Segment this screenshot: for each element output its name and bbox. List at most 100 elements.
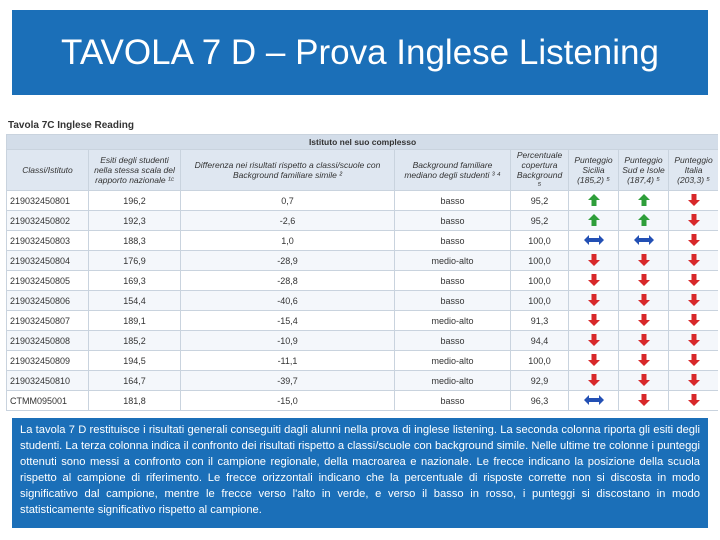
cell: 194,5: [88, 350, 181, 371]
cell: medio-alto: [394, 310, 511, 331]
cell: basso: [394, 390, 511, 411]
arrow-cell: [618, 250, 669, 271]
arrow-cell: [618, 310, 669, 331]
cell: -11,1: [180, 350, 395, 371]
caption-box: La tavola 7 D restituisce i risultati ge…: [12, 418, 708, 528]
column-header: Classi/Istituto: [6, 149, 89, 191]
arrow-cell: [667, 370, 718, 391]
cell: basso: [394, 190, 511, 211]
cell: 100,0: [510, 270, 569, 291]
group-header: Istituto nel suo complesso: [6, 134, 718, 150]
arrow-cell: [667, 350, 718, 371]
cell: 196,2: [88, 190, 181, 211]
class-id: 219032450807: [6, 310, 89, 331]
class-id: 219032450801: [6, 190, 89, 211]
arrow-cell: [667, 330, 718, 351]
arrow-cell: [618, 330, 669, 351]
table-row: 219032450802 192,3 -2,6 basso 95,2: [6, 210, 718, 231]
arrow-cell: [568, 290, 619, 311]
arrow-down: [687, 373, 700, 386]
arrow-both: [583, 234, 604, 245]
class-id: 219032450804: [6, 250, 89, 271]
arrow-down: [637, 353, 650, 366]
arrow-down: [637, 333, 650, 346]
arrow-down: [687, 253, 700, 266]
cell: -40,6: [180, 290, 395, 311]
header-row: Classi/Istituto Esiti degli studenti nell…: [6, 149, 718, 191]
arrow-down: [587, 273, 600, 286]
arrow-cell: [618, 290, 669, 311]
arrow-down: [587, 353, 600, 366]
cell: basso: [394, 230, 511, 251]
table-row: 219032450805 169,3 -28,8 basso 100,0: [6, 270, 718, 291]
cell: 176,9: [88, 250, 181, 271]
cell: 95,2: [510, 190, 569, 211]
cell: -15,0: [180, 390, 395, 411]
arrow-cell: [568, 310, 619, 331]
cell: basso: [394, 210, 511, 231]
arrow-cell: [568, 330, 619, 351]
arrow-down: [637, 313, 650, 326]
arrow-down: [687, 273, 700, 286]
arrow-cell: [667, 290, 718, 311]
cell: 92,9: [510, 370, 569, 391]
column-header: Punteggio Italia (203,3) ⁵: [667, 149, 718, 191]
arrow-down: [687, 353, 700, 366]
cell: medio-alto: [394, 370, 511, 391]
caption: La tavola 7 D restituisce i risultati ge…: [20, 424, 700, 516]
cell: basso: [394, 330, 511, 351]
table-row: 219032450806 154,4 -40,6 basso 100,0: [6, 290, 718, 311]
arrow-down: [587, 253, 600, 266]
arrow-up: [587, 193, 600, 206]
arrow-cell: [568, 230, 619, 251]
arrow-down: [637, 393, 650, 406]
group-row: Istituto nel suo complesso: [6, 134, 718, 150]
arrow-cell: [618, 230, 669, 251]
arrow-cell: [618, 370, 669, 391]
arrow-cell: [568, 270, 619, 291]
arrow-down: [687, 293, 700, 306]
class-id: CTMM095001: [6, 390, 89, 411]
arrow-down: [587, 333, 600, 346]
title-bar: TAVOLA 7 D – Prova Inglese Listening: [12, 10, 708, 95]
cell: -10,9: [180, 330, 395, 351]
arrow-cell: [667, 390, 718, 411]
cell: 100,0: [510, 350, 569, 371]
cell: -39,7: [180, 370, 395, 391]
arrow-down: [587, 293, 600, 306]
class-id: 219032450810: [6, 370, 89, 391]
cell: 185,2: [88, 330, 181, 351]
table-title: Tavola 7C Inglese Reading: [8, 120, 134, 131]
cell: 192,3: [88, 210, 181, 231]
class-id: 219032450802: [6, 210, 89, 231]
table-row: 219032450810 164,7 -39,7 medio-alto 92,9: [6, 370, 718, 391]
table-row: 219032450809 194,5 -11,1 medio-alto 100,0: [6, 350, 718, 371]
arrow-cell: [618, 350, 669, 371]
column-header: Esiti degli studenti nella stessa scala …: [88, 149, 181, 191]
table-row: 219032450803 188,3 1,0 basso 100,0: [6, 230, 718, 251]
cell: -28,8: [180, 270, 395, 291]
arrow-cell: [568, 210, 619, 231]
arrow-cell: [568, 190, 619, 211]
arrow-down: [587, 313, 600, 326]
arrow-cell: [568, 370, 619, 391]
cell: 95,2: [510, 210, 569, 231]
cell: 1,0: [180, 230, 395, 251]
arrow-cell: [667, 230, 718, 251]
cell: 154,4: [88, 290, 181, 311]
cell: 91,3: [510, 310, 569, 331]
class-id: 219032450806: [6, 290, 89, 311]
arrow-up: [637, 213, 650, 226]
arrow-down: [637, 373, 650, 386]
arrow-down: [687, 213, 700, 226]
arrow-down: [687, 333, 700, 346]
table-row: 219032450801 196,2 0,7 basso 95,2: [6, 190, 718, 211]
arrow-up: [637, 193, 650, 206]
arrow-cell: [667, 190, 718, 211]
cell: basso: [394, 270, 511, 291]
column-header: Differenza nei risultati rispetto a clas…: [180, 149, 395, 191]
arrow-cell: [667, 210, 718, 231]
arrow-cell: [618, 190, 669, 211]
cell: 100,0: [510, 250, 569, 271]
arrow-down: [687, 233, 700, 246]
